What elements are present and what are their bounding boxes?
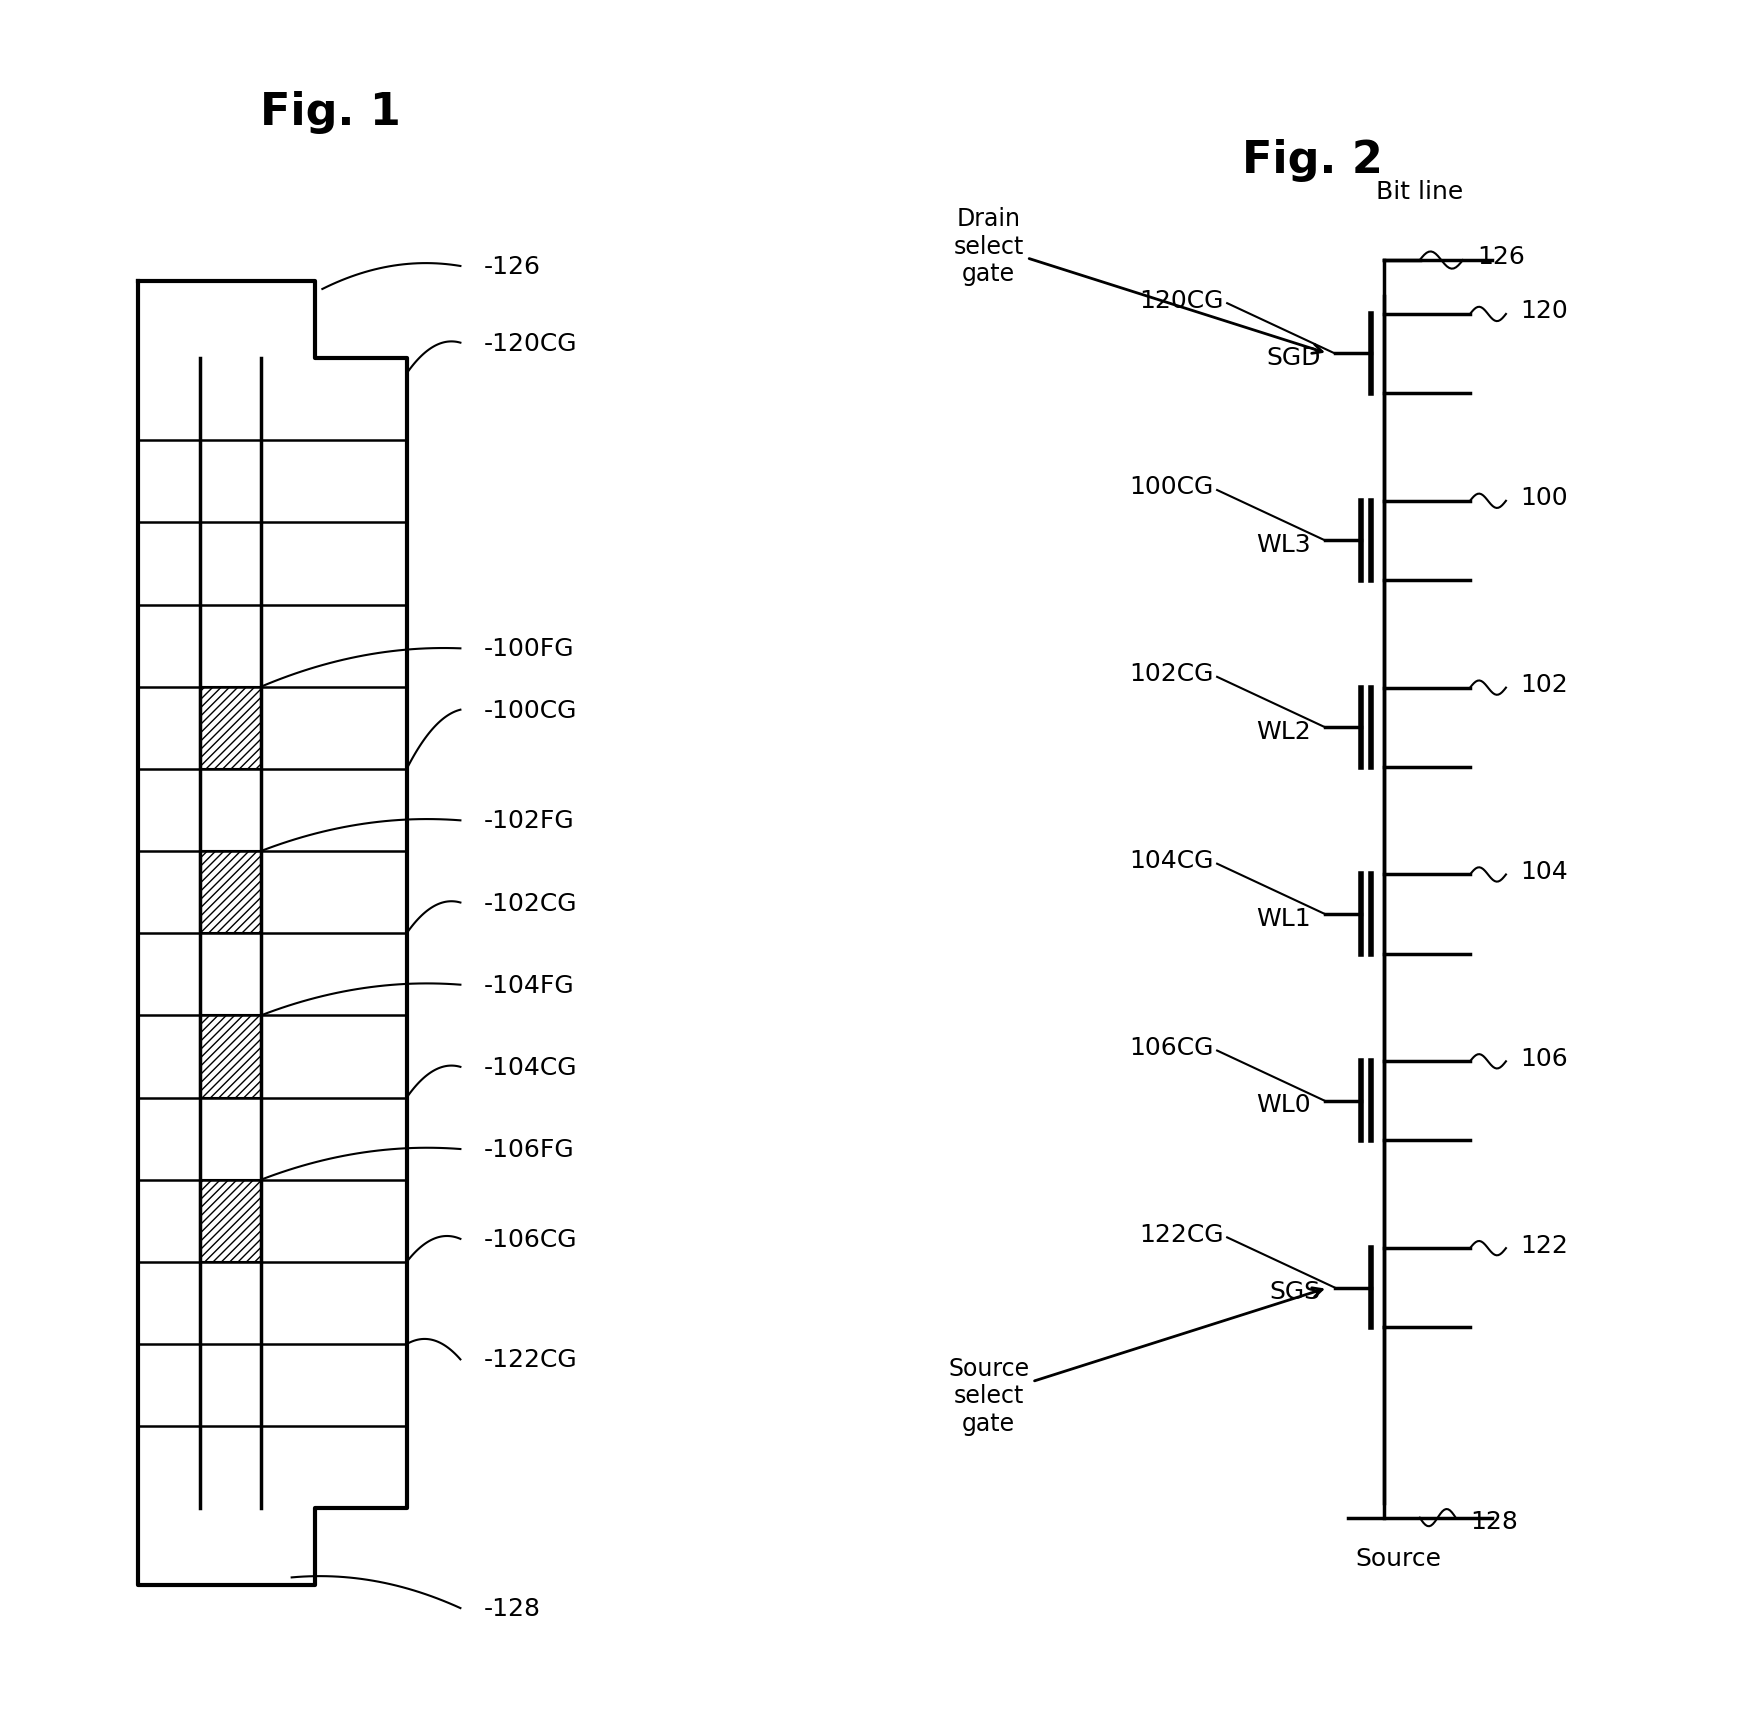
- Text: -126: -126: [483, 255, 541, 279]
- Bar: [200, 1016, 262, 1099]
- Text: 100: 100: [1520, 485, 1567, 509]
- Text: 122: 122: [1520, 1232, 1569, 1256]
- Text: 100CG: 100CG: [1130, 475, 1214, 499]
- Text: -106FG: -106FG: [483, 1138, 575, 1162]
- Bar: [200, 687, 262, 770]
- Text: Drain
select
gate: Drain select gate: [954, 207, 1323, 355]
- Text: 122CG: 122CG: [1139, 1222, 1223, 1246]
- Text: SGS: SGS: [1270, 1280, 1321, 1304]
- Text: -102FG: -102FG: [483, 809, 575, 833]
- Text: 120CG: 120CG: [1139, 288, 1223, 312]
- Text: Bit line: Bit line: [1376, 180, 1464, 204]
- Text: -104CG: -104CG: [483, 1056, 576, 1080]
- Text: 104: 104: [1520, 859, 1567, 883]
- Text: 102CG: 102CG: [1130, 662, 1214, 686]
- Text: 104CG: 104CG: [1130, 848, 1214, 872]
- Text: WL0: WL0: [1256, 1094, 1311, 1118]
- Text: Fig. 2: Fig. 2: [1242, 139, 1383, 182]
- Text: Fig. 1: Fig. 1: [260, 91, 401, 134]
- Text: SGD: SGD: [1267, 346, 1321, 370]
- Text: 106: 106: [1520, 1046, 1567, 1070]
- Text: -100FG: -100FG: [483, 638, 575, 662]
- Text: -102CG: -102CG: [483, 891, 576, 915]
- Text: 106CG: 106CG: [1130, 1035, 1214, 1059]
- Text: -106CG: -106CG: [483, 1227, 576, 1251]
- Text: -104FG: -104FG: [483, 974, 575, 998]
- Text: 120: 120: [1520, 300, 1567, 324]
- Bar: [200, 1179, 262, 1262]
- Text: 128: 128: [1471, 1510, 1518, 1534]
- Text: -120CG: -120CG: [483, 331, 576, 355]
- Text: WL3: WL3: [1256, 533, 1311, 557]
- Text: Source
select
gate: Source select gate: [949, 1287, 1323, 1435]
- Text: 102: 102: [1520, 672, 1567, 696]
- Text: WL2: WL2: [1256, 720, 1311, 744]
- Text: WL1: WL1: [1256, 907, 1311, 931]
- Text: Source: Source: [1355, 1546, 1441, 1570]
- Text: -128: -128: [483, 1596, 541, 1620]
- Bar: [200, 852, 262, 934]
- Text: 126: 126: [1478, 245, 1525, 269]
- Text: -100CG: -100CG: [483, 698, 576, 722]
- Text: -122CG: -122CG: [483, 1347, 576, 1371]
